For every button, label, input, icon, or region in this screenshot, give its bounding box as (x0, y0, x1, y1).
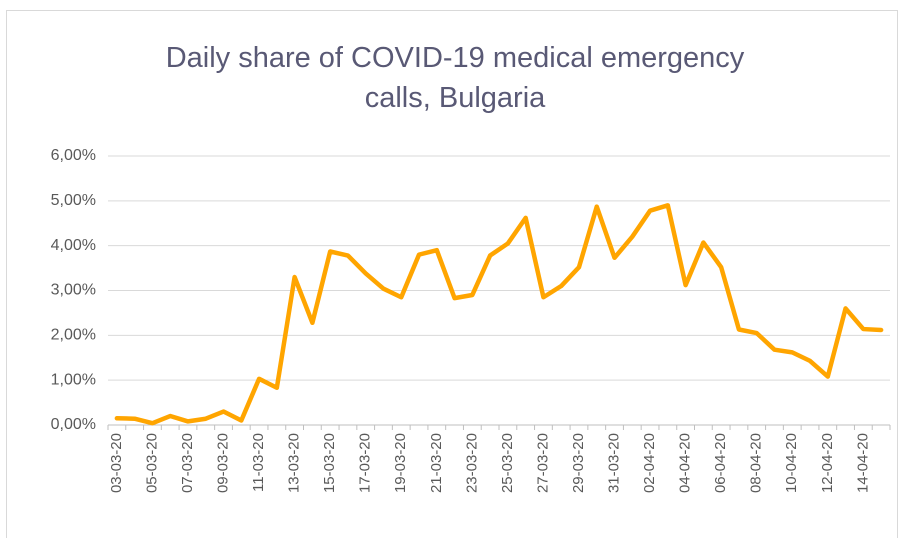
data-line (114, 203, 884, 426)
x-tick-label: 07-03-20 (179, 433, 196, 493)
y-tick-label: 0,00% (51, 416, 96, 433)
x-tick-label: 02-04-20 (641, 433, 658, 493)
y-tick-label: 3,00% (51, 282, 96, 299)
x-tick-label: 10-04-20 (783, 433, 800, 493)
x-tick-label: 19-03-20 (392, 433, 409, 493)
x-tick-label: 14-04-20 (854, 433, 871, 493)
x-tick-label: 05-03-20 (143, 433, 160, 493)
x-tick-label: 17-03-20 (357, 433, 374, 493)
x-tick-label: 06-04-20 (712, 433, 729, 493)
x-tick-label: 23-03-20 (463, 433, 480, 493)
x-tick-label: 21-03-20 (428, 433, 445, 493)
x-tick-label: 04-04-20 (677, 433, 694, 493)
chart-frame (6, 10, 898, 538)
x-tick-label: 31-03-20 (605, 433, 622, 493)
y-tick-label: 6,00% (51, 147, 96, 164)
y-tick-label: 2,00% (51, 327, 96, 344)
x-tick-label: 09-03-20 (214, 433, 231, 493)
y-tick-label: 4,00% (51, 237, 96, 254)
chart-title: Daily share of COVID-19 medical emergenc… (165, 42, 745, 114)
x-tick-label: 08-04-20 (748, 433, 765, 493)
x-tick-label: 15-03-20 (321, 433, 338, 493)
y-tick-label: 1,00% (51, 371, 96, 388)
x-tick-label: 11-03-20 (250, 433, 267, 492)
x-tick-label: 12-04-20 (819, 433, 836, 493)
x-tick-label: 27-03-20 (534, 433, 551, 493)
x-tick-label: 29-03-20 (570, 433, 587, 493)
x-tick-label: 03-03-20 (108, 433, 125, 493)
y-tick-label: 5,00% (51, 192, 96, 209)
x-tick-label: 13-03-20 (286, 433, 303, 493)
x-tick-label: 25-03-20 (499, 433, 516, 493)
